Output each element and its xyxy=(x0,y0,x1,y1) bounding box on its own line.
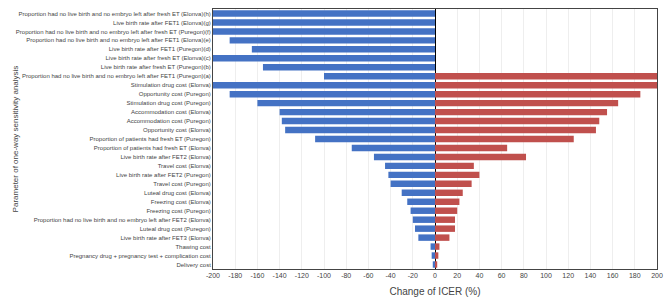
svg-text:100: 100 xyxy=(540,272,552,279)
svg-text:80: 80 xyxy=(520,272,528,279)
svg-text:Travel cost (Elonva): Travel cost (Elonva) xyxy=(158,163,211,169)
svg-text:Opportunity cost (Puregon): Opportunity cost (Puregon) xyxy=(139,91,211,97)
svg-text:-200: -200 xyxy=(206,272,220,279)
svg-text:Proportion had no live birth a: Proportion had no live birth and no embr… xyxy=(18,11,210,17)
svg-text:Change of ICER (%): Change of ICER (%) xyxy=(389,286,480,297)
svg-text:Stimulation drug cost (Elonva): Stimulation drug cost (Elonva) xyxy=(131,82,211,88)
svg-text:180: 180 xyxy=(629,272,641,279)
svg-text:-180: -180 xyxy=(228,272,242,279)
svg-text:140: 140 xyxy=(585,272,597,279)
svg-text:Stimulation drug cost (Puregon: Stimulation drug cost (Puregon) xyxy=(126,100,210,106)
svg-text:0: 0 xyxy=(433,272,437,279)
svg-text:Live birth rate after FET2 (Pu: Live birth rate after FET2 (Puregon) xyxy=(116,172,211,178)
svg-text:Live birth rate after FET2 (El: Live birth rate after FET2 (Elonva) xyxy=(120,154,210,160)
svg-text:Proportion of patients had fre: Proportion of patients had fresh ET (Pur… xyxy=(90,136,211,142)
svg-text:Proportion had no live birth a: Proportion had no live birth and no embr… xyxy=(34,217,211,223)
svg-text:Luteal drug cost (Puregon): Luteal drug cost (Puregon) xyxy=(140,226,211,232)
svg-text:Accommodation cost (Elonva): Accommodation cost (Elonva) xyxy=(131,109,211,115)
svg-text:-80: -80 xyxy=(341,272,351,279)
svg-text:Delivery cost: Delivery cost xyxy=(176,262,211,268)
svg-text:-160: -160 xyxy=(250,272,264,279)
svg-text:Accommodation cost (Puregon): Accommodation cost (Puregon) xyxy=(127,118,211,124)
svg-text:Proportion of patients had fre: Proportion of patients had fresh ET (Elo… xyxy=(94,145,211,151)
svg-text:-60: -60 xyxy=(363,272,373,279)
svg-text:Live birth rate after fresh ET: Live birth rate after fresh ET (Elonva)(… xyxy=(106,55,211,61)
svg-text:Proportion had no live birth a: Proportion had no live birth and no embr… xyxy=(22,73,211,79)
svg-text:-100: -100 xyxy=(317,272,331,279)
svg-text:-20: -20 xyxy=(408,272,418,279)
svg-text:Live birth rate after FET1 (Pu: Live birth rate after FET1 (Puregon)(d) xyxy=(109,46,211,52)
svg-text:160: 160 xyxy=(607,272,619,279)
svg-text:120: 120 xyxy=(562,272,574,279)
svg-text:-140: -140 xyxy=(273,272,287,279)
svg-text:Freezing cost (Puregon): Freezing cost (Puregon) xyxy=(146,208,210,214)
svg-text:Live birth rate after FET1 (El: Live birth rate after FET1 (Elonva)(g) xyxy=(113,20,211,26)
svg-text:Luteal drug cost (Elonva): Luteal drug cost (Elonva) xyxy=(144,190,211,196)
svg-text:Live birth rate after fresh ET: Live birth rate after fresh ET (Puregon)… xyxy=(101,64,211,70)
svg-text:60: 60 xyxy=(498,272,506,279)
svg-text:Live birth rate after FET3 (El: Live birth rate after FET3 (Elonva) xyxy=(120,235,210,241)
svg-text:200: 200 xyxy=(651,272,663,279)
svg-text:-40: -40 xyxy=(386,272,396,279)
svg-text:Freezing cost (Elonva): Freezing cost (Elonva) xyxy=(151,199,211,205)
svg-text:Proportion had no live birth a: Proportion had no live birth and no embr… xyxy=(26,37,210,43)
svg-text:Proportion had no live birth a: Proportion had no live birth and no embr… xyxy=(16,29,211,35)
svg-text:Thawing cost: Thawing cost xyxy=(175,244,211,250)
svg-text:Pregnancy drug + pregnancy tes: Pregnancy drug + pregnancy test + compli… xyxy=(69,253,211,259)
svg-text:Travel cost (Puregon): Travel cost (Puregon) xyxy=(153,181,210,187)
svg-text:-120: -120 xyxy=(295,272,309,279)
svg-text:40: 40 xyxy=(476,272,484,279)
svg-text:Parameter of one-way sensitivi: Parameter of one-way sensitivity analysi… xyxy=(11,66,20,213)
svg-text:20: 20 xyxy=(453,272,461,279)
svg-text:Opportunity cost (Elonva): Opportunity cost (Elonva) xyxy=(143,127,211,133)
